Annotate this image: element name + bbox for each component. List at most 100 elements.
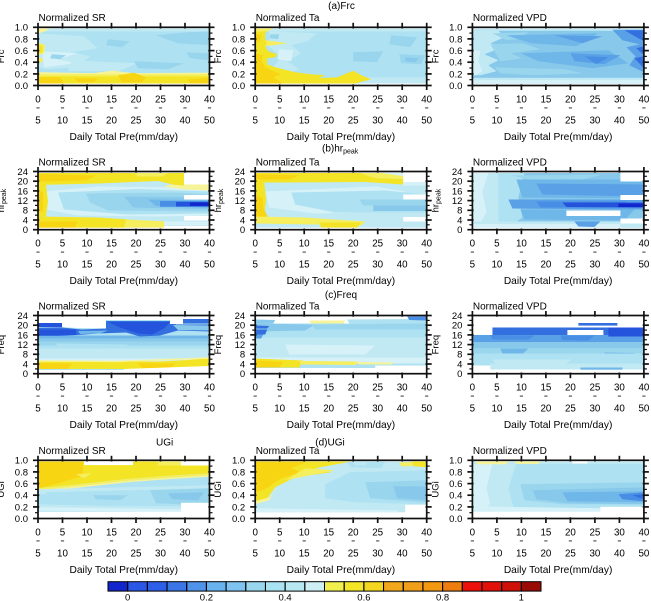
svg-text:15: 15 xyxy=(299,116,310,127)
svg-text:50: 50 xyxy=(421,549,432,560)
svg-text:8: 8 xyxy=(240,206,245,217)
svg-text:0.6: 0.6 xyxy=(15,479,28,490)
svg-text:4: 4 xyxy=(457,359,462,370)
svg-text:25: 25 xyxy=(131,260,142,271)
svg-text:1.0: 1.0 xyxy=(232,456,245,467)
svg-text:20: 20 xyxy=(348,239,359,250)
svg-text:0: 0 xyxy=(23,369,28,380)
svg-text:25: 25 xyxy=(348,549,359,560)
svg-text:40: 40 xyxy=(204,95,215,106)
svg-text:25: 25 xyxy=(589,95,600,106)
svg-text:Daily Total Pre(mm/day): Daily Total Pre(mm/day) xyxy=(70,565,179,576)
svg-text:40: 40 xyxy=(180,116,191,127)
svg-text:8: 8 xyxy=(23,350,28,361)
svg-text:25: 25 xyxy=(372,528,383,539)
svg-text:20: 20 xyxy=(540,549,551,560)
svg-text:30: 30 xyxy=(372,260,383,271)
svg-text:Normalized VPD: Normalized VPD xyxy=(473,301,547,312)
svg-text:0.0: 0.0 xyxy=(232,81,245,92)
svg-text:10: 10 xyxy=(57,549,68,560)
svg-text:30: 30 xyxy=(155,549,166,560)
svg-text:15: 15 xyxy=(82,260,93,271)
svg-text:20: 20 xyxy=(106,404,117,415)
svg-text:0: 0 xyxy=(457,369,462,380)
svg-text:1.0: 1.0 xyxy=(449,23,462,34)
svg-text:Normalized SR: Normalized SR xyxy=(39,301,106,312)
svg-text:5: 5 xyxy=(252,260,258,271)
svg-text:8: 8 xyxy=(457,350,462,361)
svg-text:0.8: 0.8 xyxy=(436,592,449,601)
svg-text:0: 0 xyxy=(23,225,28,236)
svg-text:UGi: UGi xyxy=(0,481,7,497)
svg-text:30: 30 xyxy=(372,549,383,560)
svg-text:24: 24 xyxy=(452,311,463,322)
svg-text:UGi: UGi xyxy=(213,481,224,497)
svg-text:20: 20 xyxy=(540,260,551,271)
svg-text:1.0: 1.0 xyxy=(232,23,245,34)
svg-text:16: 16 xyxy=(452,186,463,197)
svg-text:15: 15 xyxy=(82,116,93,127)
svg-text:5: 5 xyxy=(494,239,500,250)
svg-text:50: 50 xyxy=(638,404,649,415)
svg-text:0: 0 xyxy=(252,95,258,106)
svg-text:Normalized VPD: Normalized VPD xyxy=(473,13,547,24)
svg-text:5: 5 xyxy=(252,549,258,560)
svg-text:0.6: 0.6 xyxy=(449,46,462,57)
svg-text:20: 20 xyxy=(323,260,334,271)
svg-text:25: 25 xyxy=(565,404,576,415)
svg-text:10: 10 xyxy=(516,528,527,539)
svg-text:1.0: 1.0 xyxy=(449,456,462,467)
svg-text:5: 5 xyxy=(60,239,66,250)
svg-text:30: 30 xyxy=(589,260,600,271)
svg-text:20: 20 xyxy=(106,116,117,127)
svg-text:Normalized SR: Normalized SR xyxy=(39,13,106,24)
svg-text:8: 8 xyxy=(23,206,28,217)
svg-text:15: 15 xyxy=(82,549,93,560)
svg-text:24: 24 xyxy=(17,311,28,322)
svg-text:0.4: 0.4 xyxy=(449,58,462,69)
svg-text:5: 5 xyxy=(277,383,283,394)
svg-text:20: 20 xyxy=(323,116,334,127)
svg-text:40: 40 xyxy=(397,549,408,560)
svg-text:20: 20 xyxy=(323,549,334,560)
svg-text:20: 20 xyxy=(452,321,463,332)
svg-text:12: 12 xyxy=(17,340,28,351)
svg-text:20: 20 xyxy=(106,549,117,560)
svg-text:5: 5 xyxy=(494,528,500,539)
svg-text:0.8: 0.8 xyxy=(232,34,245,45)
svg-text:30: 30 xyxy=(614,95,625,106)
svg-text:0.2: 0.2 xyxy=(15,502,28,513)
svg-text:4: 4 xyxy=(240,359,245,370)
svg-text:0: 0 xyxy=(470,239,476,250)
svg-text:20: 20 xyxy=(131,528,142,539)
svg-text:25: 25 xyxy=(348,260,359,271)
svg-text:20: 20 xyxy=(348,383,359,394)
svg-text:10: 10 xyxy=(516,383,527,394)
svg-text:0.2: 0.2 xyxy=(15,69,28,80)
svg-text:20: 20 xyxy=(131,239,142,250)
svg-text:0.4: 0.4 xyxy=(278,592,291,601)
svg-text:10: 10 xyxy=(274,260,285,271)
svg-text:25: 25 xyxy=(565,260,576,271)
svg-text:0.8: 0.8 xyxy=(15,467,28,478)
svg-text:40: 40 xyxy=(204,239,215,250)
svg-text:30: 30 xyxy=(155,116,166,127)
svg-text:Normalized SR: Normalized SR xyxy=(39,446,106,457)
svg-text:50: 50 xyxy=(638,549,649,560)
svg-text:10: 10 xyxy=(274,549,285,560)
svg-text:50: 50 xyxy=(204,404,215,415)
svg-text:25: 25 xyxy=(372,95,383,106)
svg-text:20: 20 xyxy=(323,404,334,415)
svg-text:0: 0 xyxy=(252,528,258,539)
svg-text:10: 10 xyxy=(491,549,502,560)
svg-text:20: 20 xyxy=(540,404,551,415)
svg-text:25: 25 xyxy=(372,383,383,394)
svg-text:5: 5 xyxy=(470,549,476,560)
svg-text:10: 10 xyxy=(274,404,285,415)
svg-text:40: 40 xyxy=(614,549,625,560)
svg-text:20: 20 xyxy=(565,239,576,250)
svg-text:15: 15 xyxy=(516,404,527,415)
svg-text:Freq: Freq xyxy=(430,335,441,355)
svg-text:50: 50 xyxy=(204,260,215,271)
svg-text:0: 0 xyxy=(470,95,476,106)
